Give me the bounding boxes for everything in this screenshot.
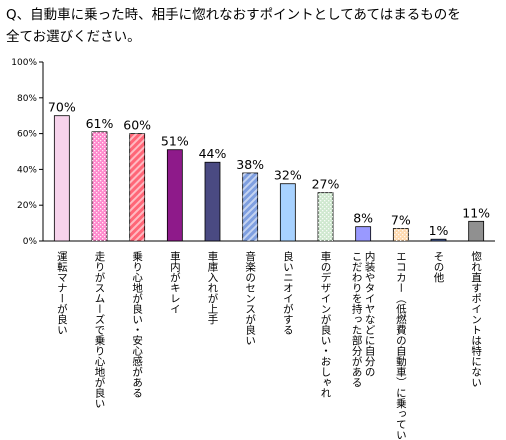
data-label: 8% [353,211,373,226]
axis-layer: 0% 20% 40% 60% 80% 100% [11,58,495,247]
data-label: 60% [123,118,151,133]
data-label: 1% [429,223,449,238]
category-label-line: その他 [433,251,445,283]
data-label: 11% [462,205,490,220]
y-tick-label: 80% [17,94,37,104]
bar-layer [53,115,485,242]
bar-pattern [393,228,409,241]
bar-pattern [318,192,333,241]
category-label-line: 惚れ直すポイントは特にない [470,250,482,387]
category-label-line: 乗り心地が良い・安心感がある [131,251,143,398]
category-label: その他 [433,251,445,283]
category-label-line: 車内がキレイ [169,250,181,314]
category-label: エコカー（低燃費の自動車）に乗っている [395,251,407,440]
y-tick-label: 20% [17,201,37,211]
data-label: 44% [199,146,227,161]
bar [204,161,221,242]
data-label: 38% [236,157,264,172]
category-label: 音楽のセンスが良い [244,250,256,345]
category-label-line: 車庫入れが上手 [207,250,219,325]
data-label: 61% [86,116,114,131]
bar-pattern [92,131,107,241]
data-label: 7% [391,212,411,227]
category-label-line: 内装やタイヤなどに自分の [364,250,376,377]
bar-pattern [242,172,258,241]
category-label: 運転マナーが良い [56,251,68,335]
category-label: 走りがスムーズで乗り心地が良い [94,251,106,409]
category-label: 乗り心地が良い・安心感がある [131,251,143,398]
category-label: 車庫入れが上手 [207,250,219,325]
data-label: 27% [312,177,340,192]
bar-pattern [129,133,145,241]
bar [468,220,485,242]
label-layer: 70% 運転マナーが良い 61% 走りがスムーズで乗り心地が良い 60% 乗り心地が良い・… [48,100,490,440]
y-tick-label: 60% [17,130,37,140]
category-label: 良いニオイがする [282,250,294,335]
category-label: 内装やタイヤなどに自分のこだわりを持った部分がある [351,250,376,387]
bar [279,183,296,242]
y-tick-label: 100% [11,58,37,68]
category-label-line: 車のデザインが良い・おしゃれ [320,250,332,398]
category-label-line: 走りがスムーズで乗り心地が良い [94,251,106,409]
category-label: 車のデザインが良い・おしゃれ [320,250,332,398]
category-label-line: 良いニオイがする [282,250,294,335]
y-tick-label: 0% [23,237,38,247]
chart-title: Q、自動車に乗った時、相手に惚れなおすポイントとしてあてはまるものを 全てお選び… [6,7,461,45]
bar [430,238,447,242]
data-label: 51% [161,134,189,149]
category-label: 惚れ直すポイントは特にない [470,250,482,387]
category-label: 車内がキレイ [169,250,181,314]
bar [166,149,183,242]
category-label-line: こだわりを持った部分がある [351,251,363,388]
category-label-line: 音楽のセンスが良い [244,250,256,345]
category-label-line: 運転マナーが良い [56,251,68,335]
bar [355,226,372,242]
data-label: 32% [274,168,302,183]
category-label-line: エコカー（低燃費の自動車）に乗っている [395,251,407,440]
y-tick-label: 40% [17,165,37,175]
bar [53,115,70,242]
data-label: 70% [48,100,76,115]
